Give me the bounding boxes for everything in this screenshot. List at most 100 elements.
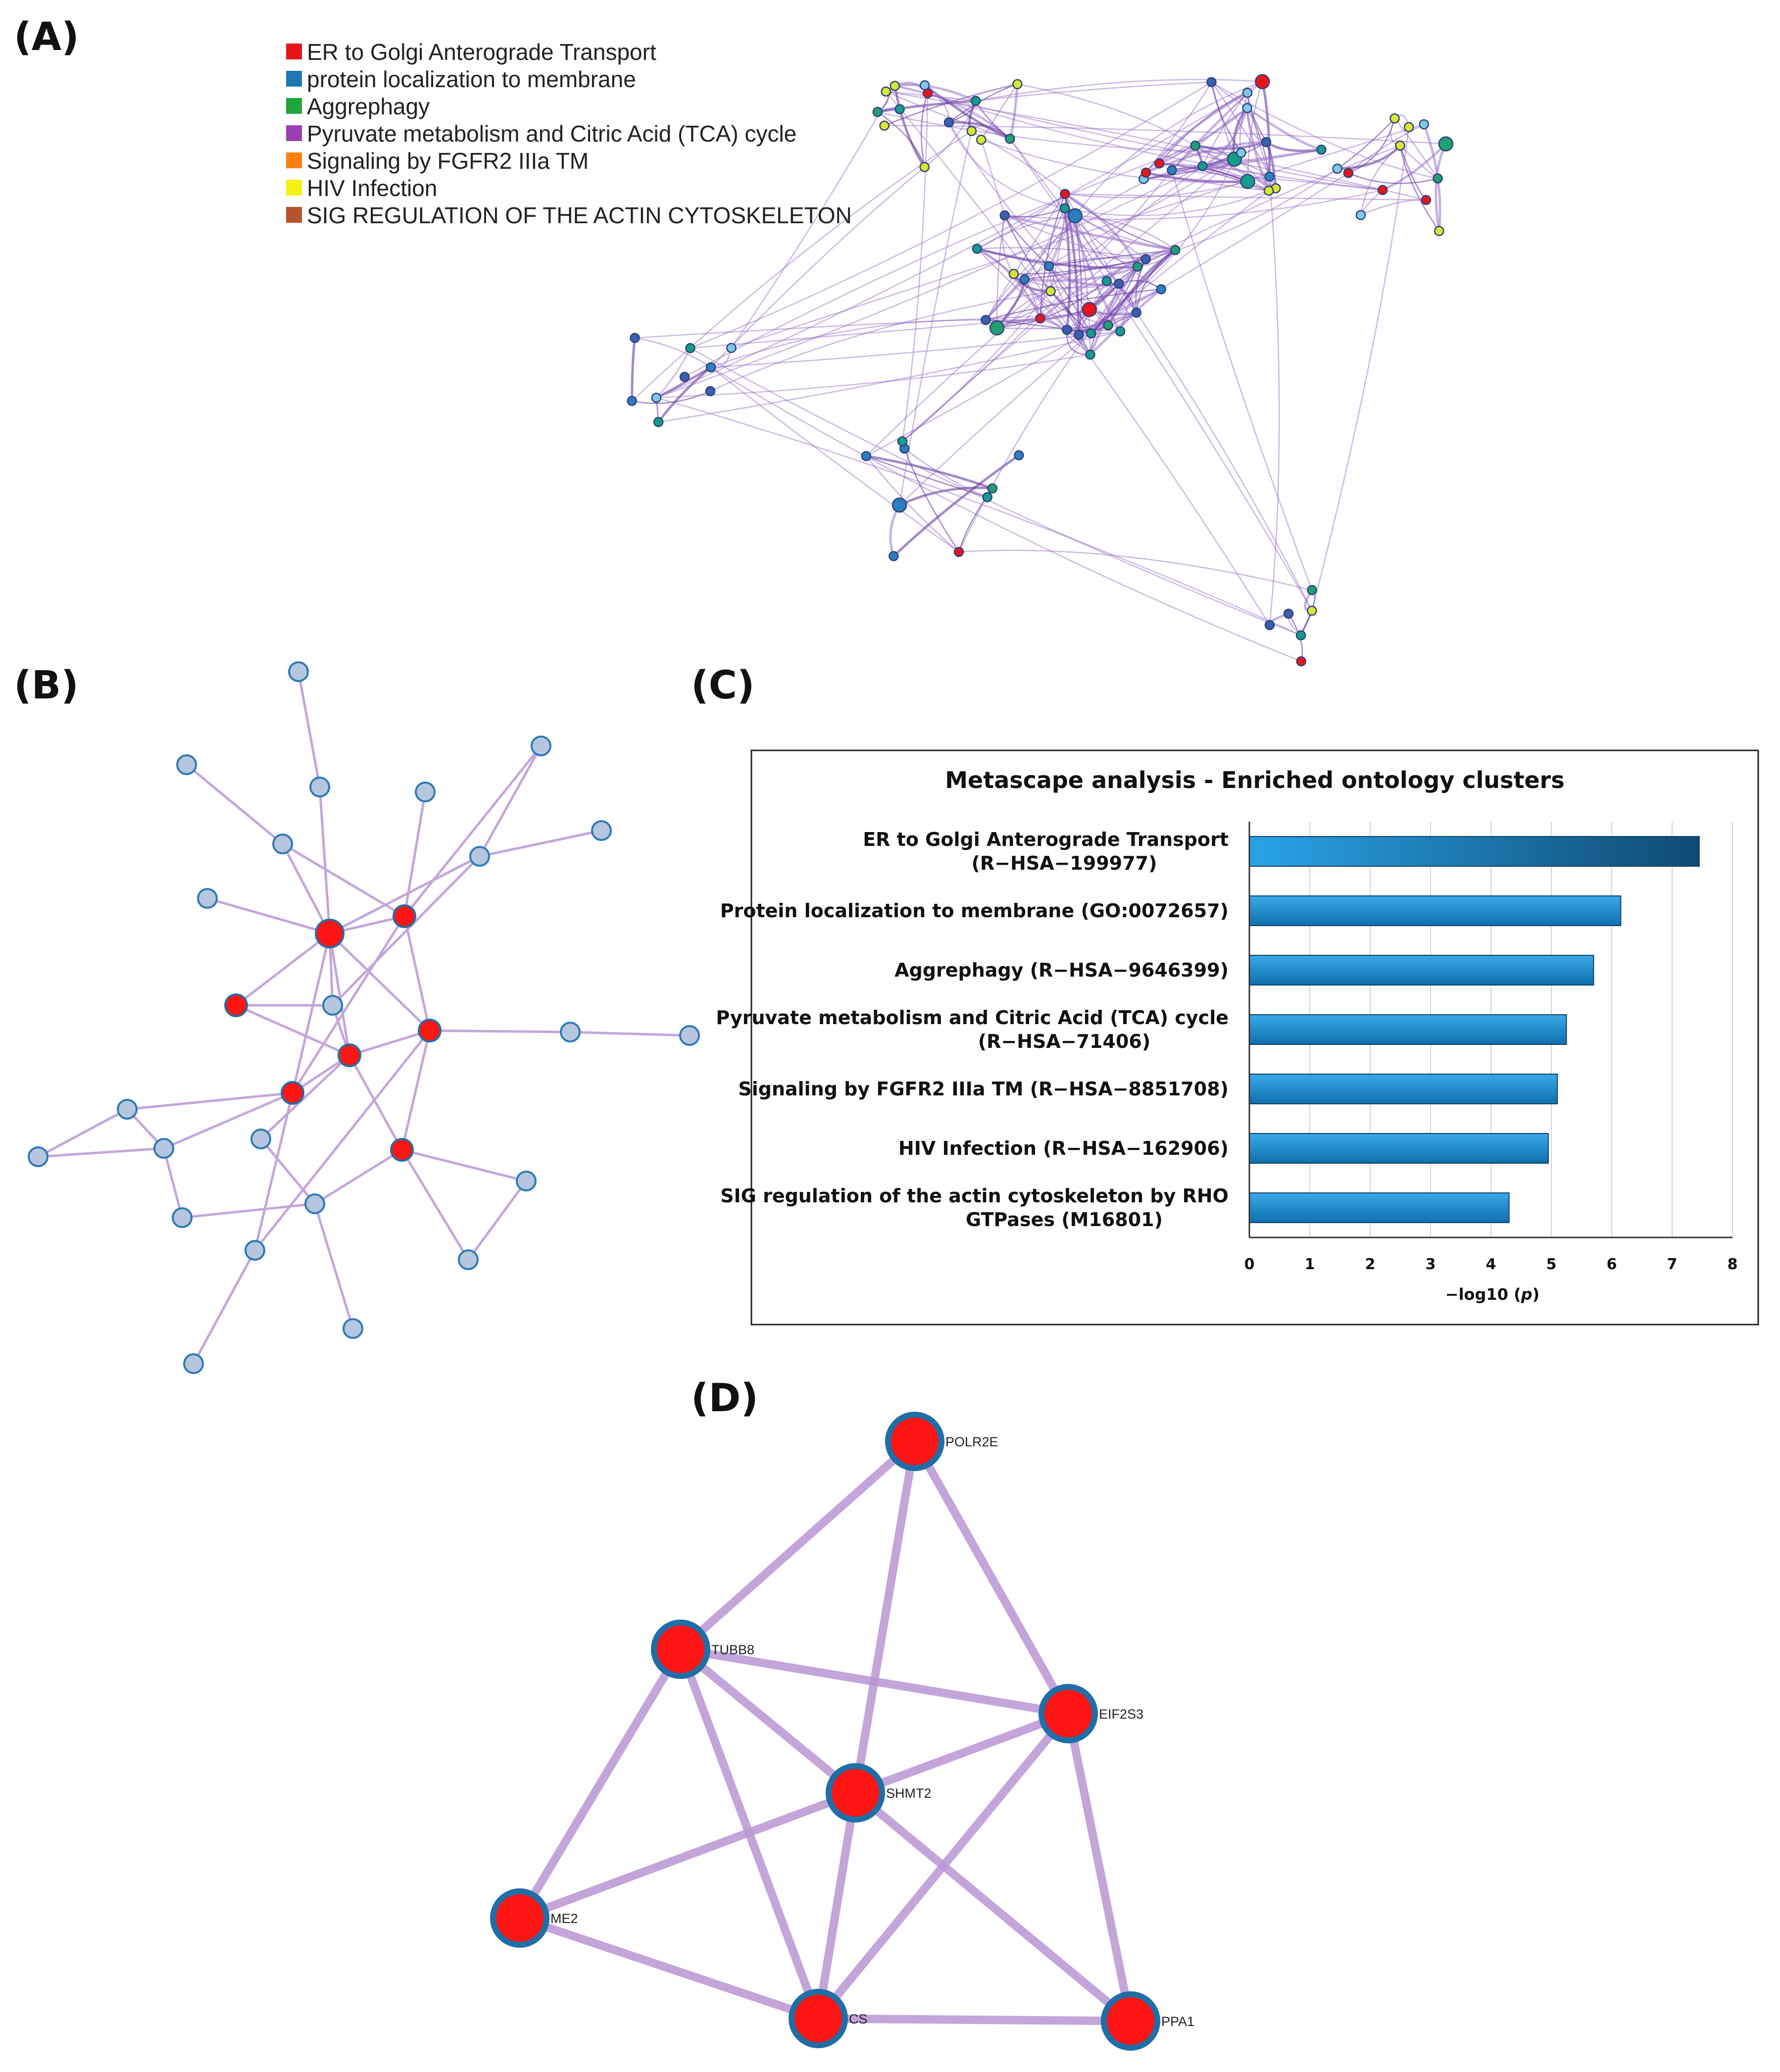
network-d-edge bbox=[910, 1437, 1073, 1718]
network-a-node bbox=[1389, 113, 1400, 124]
x-tick-label: 1 bbox=[1305, 1256, 1315, 1273]
network-b-edge bbox=[403, 745, 542, 917]
network-a-node bbox=[1043, 261, 1054, 271]
network-a-node bbox=[879, 120, 890, 131]
network-a-edge bbox=[981, 139, 1248, 183]
category-label: Protein localization to membrane (GO:007… bbox=[720, 900, 1229, 922]
network-a-node bbox=[1045, 286, 1056, 296]
network-d-edge bbox=[676, 1645, 860, 1797]
bar-2 bbox=[1249, 955, 1594, 986]
network-a-edge bbox=[1024, 265, 1138, 282]
network-a-node bbox=[970, 96, 981, 106]
network-b-edge bbox=[37, 1108, 128, 1158]
network-a-node bbox=[1067, 208, 1083, 224]
network-a-edge bbox=[1039, 258, 1146, 319]
gene-label-eif2s3: EIF2S3 bbox=[1099, 1707, 1143, 1722]
network-b-node bbox=[322, 995, 343, 1016]
network-a-edge bbox=[710, 366, 1302, 662]
network-a-edge bbox=[892, 454, 1020, 557]
network-a-node bbox=[1012, 79, 1023, 90]
legend-label-hiv: HIV Infection bbox=[307, 175, 437, 201]
network-a-edge bbox=[1211, 82, 1242, 153]
network-a-edge bbox=[1004, 215, 1138, 267]
network-b-edge bbox=[318, 787, 331, 934]
network-a-edge bbox=[924, 84, 1011, 140]
network-a-node bbox=[1035, 313, 1045, 324]
network-a-node bbox=[705, 386, 716, 396]
network-a-edge bbox=[1050, 208, 1066, 292]
category-label: (R−HSA−71406) bbox=[978, 1031, 1150, 1052]
network-a-edge bbox=[985, 169, 1172, 321]
network-a-edge bbox=[877, 111, 925, 167]
network-a-edge bbox=[1067, 311, 1137, 331]
network-b-node-highlighted bbox=[393, 904, 416, 928]
network-a-node bbox=[1395, 140, 1405, 151]
network-b-edge bbox=[253, 1092, 294, 1251]
network-a-node bbox=[1264, 620, 1275, 631]
category-label: GTPases (M16801) bbox=[966, 1209, 1163, 1231]
network-b-node bbox=[516, 1171, 537, 1191]
network-d-nodes bbox=[490, 1412, 1160, 2051]
network-a-edge bbox=[710, 291, 1051, 392]
network-a-edge bbox=[902, 158, 1235, 442]
gene-node-eif2s3 bbox=[1038, 1684, 1098, 1743]
network-b-edge bbox=[403, 916, 431, 1031]
network-d-edge bbox=[814, 2014, 1135, 2025]
gene-node-cs bbox=[789, 1989, 848, 2048]
network-a-node bbox=[881, 86, 891, 97]
network-b-node bbox=[304, 1193, 325, 1214]
legend-label-pyruvate: Pyruvate metabolism and Citric Acid (TCA… bbox=[307, 121, 796, 147]
network-a-edge bbox=[958, 266, 1138, 552]
chart-bars bbox=[1249, 836, 1700, 1223]
network-b-node-highlighted bbox=[418, 1019, 442, 1042]
network-d-labels: POLR2E TUBB8 EIF2S3 SHMT2 ME2 CS PPA1 bbox=[550, 1434, 1194, 2029]
network-a-node bbox=[1156, 284, 1166, 295]
network-a-edge bbox=[1336, 118, 1395, 169]
network-b-edge bbox=[192, 1249, 256, 1365]
network-a-node bbox=[972, 244, 983, 254]
network-a-edge bbox=[684, 145, 1196, 378]
network-d-edge bbox=[851, 1437, 919, 1797]
network-b-edge bbox=[403, 791, 427, 917]
network-a-node bbox=[1103, 320, 1113, 331]
network-a-node bbox=[1190, 141, 1200, 151]
network-d-edge bbox=[814, 1709, 1073, 2023]
gene-label-polr2e: POLR2E bbox=[945, 1434, 998, 1449]
network-b-edge bbox=[38, 1147, 164, 1158]
network-a-node bbox=[1242, 88, 1253, 98]
network-a-edge bbox=[655, 347, 691, 398]
network-b-edge bbox=[328, 933, 334, 1006]
network-a-edge bbox=[1064, 190, 1269, 216]
network-a-edge bbox=[657, 366, 712, 423]
network-b-edge bbox=[127, 1091, 293, 1111]
network-a-node bbox=[1240, 174, 1255, 189]
panel-a-network: ER to Golgi Anterograde Transport protei… bbox=[286, 39, 1454, 667]
network-a-node bbox=[1115, 326, 1126, 337]
network-a-node bbox=[897, 436, 908, 446]
network-b-node bbox=[176, 754, 197, 775]
network-a-node bbox=[1206, 77, 1217, 88]
network-a-edge bbox=[1382, 143, 1447, 192]
network-d-edge bbox=[814, 1788, 860, 2023]
network-a-node bbox=[1332, 163, 1342, 174]
network-b-node bbox=[531, 736, 551, 756]
network-a-node bbox=[1008, 269, 1019, 279]
network-b-edge bbox=[328, 933, 351, 1056]
chart-frame bbox=[750, 749, 1759, 1326]
network-a-node bbox=[987, 483, 998, 493]
network-a-node bbox=[1074, 330, 1084, 340]
network-a-node bbox=[1014, 450, 1024, 461]
network-a-edge bbox=[731, 123, 1425, 349]
network-a-node bbox=[966, 126, 977, 136]
network-a-edge bbox=[1009, 138, 1313, 611]
network-a-node bbox=[726, 343, 737, 353]
legend-label-protein-localization: protein localization to membrane bbox=[307, 66, 636, 92]
network-a-edge bbox=[710, 166, 925, 368]
legend-swatch-protein-localization bbox=[286, 71, 302, 87]
network-a-node bbox=[1261, 137, 1272, 148]
network-a-node bbox=[685, 343, 695, 353]
network-a-edge bbox=[1088, 249, 1176, 310]
x-tick-label: 3 bbox=[1426, 1256, 1436, 1273]
network-a-node bbox=[890, 81, 900, 91]
category-label: ER to Golgi Anterograde Transport bbox=[863, 829, 1229, 850]
